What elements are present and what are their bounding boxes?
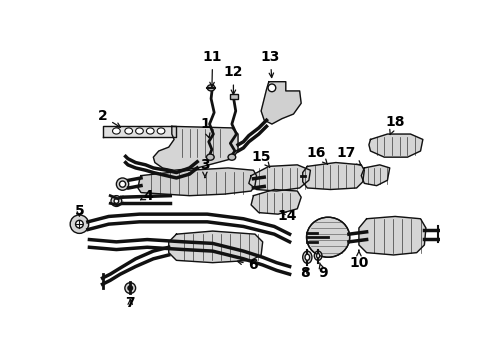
Text: 11: 11 bbox=[203, 50, 222, 87]
Polygon shape bbox=[361, 165, 390, 186]
Ellipse shape bbox=[314, 251, 322, 260]
Ellipse shape bbox=[136, 128, 144, 134]
Ellipse shape bbox=[268, 84, 276, 92]
Ellipse shape bbox=[111, 195, 122, 206]
Polygon shape bbox=[138, 168, 257, 195]
Text: 7: 7 bbox=[125, 296, 135, 310]
Text: 4: 4 bbox=[141, 189, 153, 203]
Polygon shape bbox=[251, 189, 301, 214]
Text: 9: 9 bbox=[318, 263, 327, 280]
Text: 8: 8 bbox=[300, 266, 310, 280]
Ellipse shape bbox=[207, 85, 215, 91]
Ellipse shape bbox=[147, 128, 154, 134]
Ellipse shape bbox=[125, 128, 132, 134]
Ellipse shape bbox=[307, 217, 350, 257]
Text: 6: 6 bbox=[238, 258, 258, 272]
Ellipse shape bbox=[75, 220, 83, 228]
Ellipse shape bbox=[125, 283, 136, 293]
Polygon shape bbox=[303, 163, 365, 189]
Ellipse shape bbox=[117, 178, 129, 190]
Ellipse shape bbox=[317, 253, 319, 258]
Text: 13: 13 bbox=[261, 50, 280, 77]
Text: 15: 15 bbox=[251, 150, 271, 167]
Text: 1: 1 bbox=[200, 117, 210, 138]
Polygon shape bbox=[153, 126, 238, 170]
Text: 12: 12 bbox=[223, 66, 243, 94]
Polygon shape bbox=[102, 126, 176, 137]
Ellipse shape bbox=[305, 254, 310, 260]
Polygon shape bbox=[261, 82, 301, 124]
Text: 18: 18 bbox=[385, 115, 405, 135]
Text: 14: 14 bbox=[277, 210, 297, 224]
Text: 17: 17 bbox=[336, 145, 361, 165]
Polygon shape bbox=[249, 165, 311, 191]
Ellipse shape bbox=[206, 154, 214, 160]
Text: 3: 3 bbox=[200, 158, 210, 177]
Ellipse shape bbox=[114, 199, 119, 203]
Ellipse shape bbox=[70, 215, 89, 233]
Ellipse shape bbox=[128, 286, 132, 291]
Polygon shape bbox=[169, 231, 263, 263]
Ellipse shape bbox=[228, 154, 236, 160]
Ellipse shape bbox=[113, 128, 120, 134]
Ellipse shape bbox=[157, 128, 165, 134]
Text: 16: 16 bbox=[307, 145, 328, 165]
Text: 10: 10 bbox=[349, 250, 368, 270]
Text: 2: 2 bbox=[98, 109, 121, 127]
Ellipse shape bbox=[120, 181, 125, 187]
Bar bbox=[230, 94, 238, 99]
Polygon shape bbox=[359, 216, 426, 255]
Polygon shape bbox=[369, 134, 423, 157]
Text: 5: 5 bbox=[74, 204, 84, 218]
Ellipse shape bbox=[303, 251, 312, 264]
